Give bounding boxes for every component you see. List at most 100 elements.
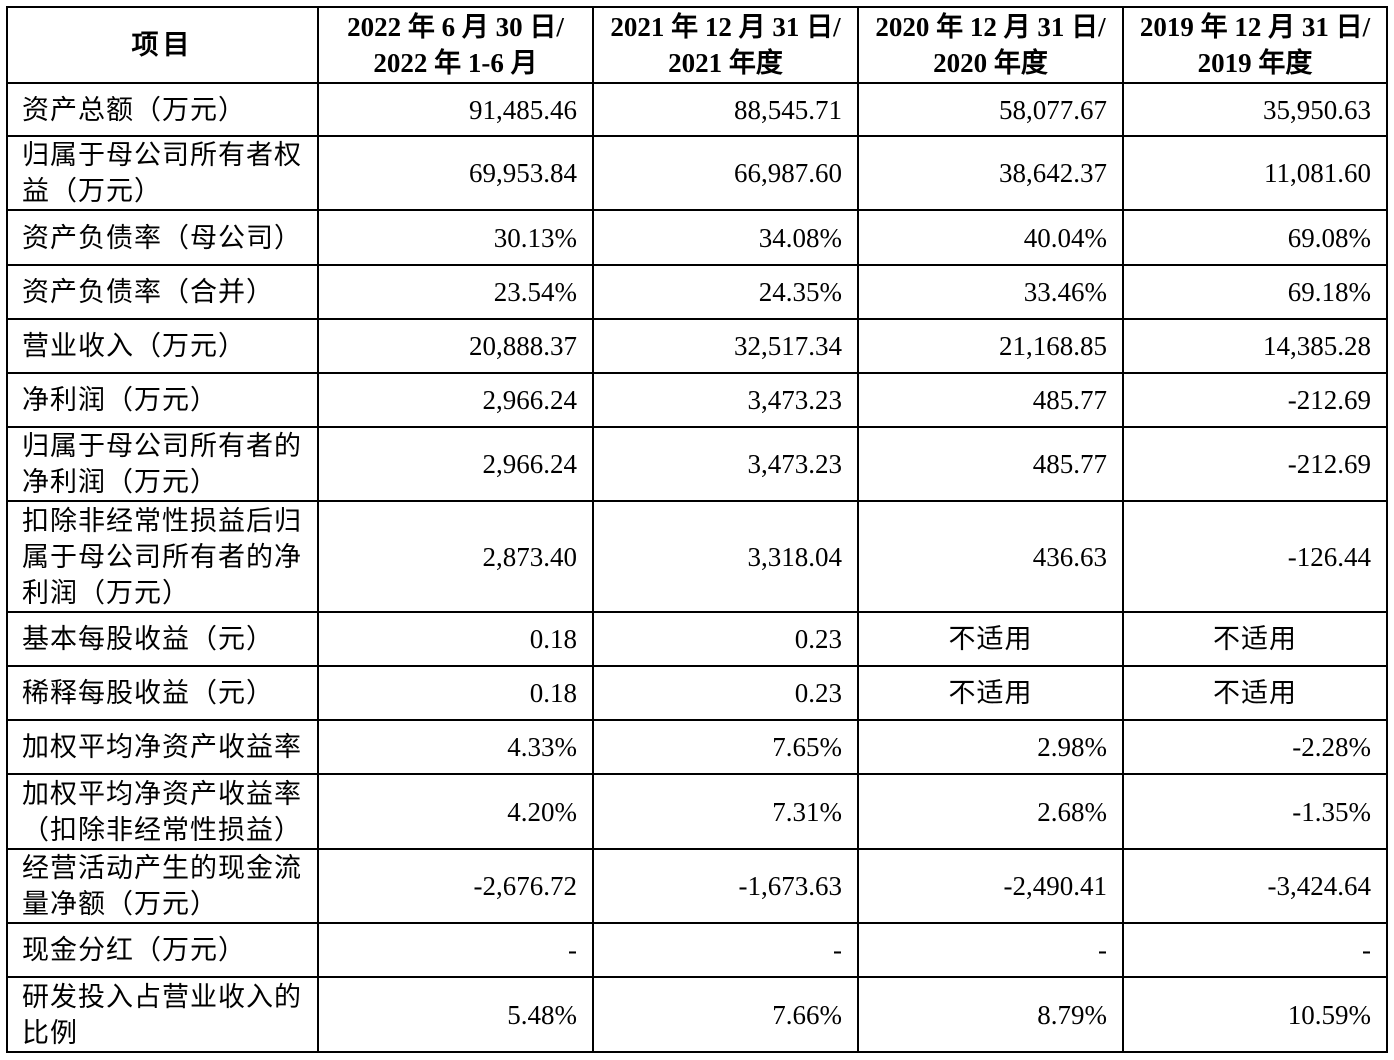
row-label-text: 基本每股收益（元） — [22, 624, 274, 654]
value-2019: 35,950.63 — [1124, 84, 1386, 135]
row-label: 营业收入（万元） — [8, 320, 317, 372]
row-label-text: 加权平均净资产收益率（扣除非经常性损益） — [22, 778, 302, 845]
header-cell-2020: 2020 年 12 月 31 日/ 2020 年度 — [859, 8, 1122, 82]
header-line2: 2020 年度 — [933, 48, 1048, 78]
header-line1: 2022 年 6 月 30 日/ — [347, 12, 564, 42]
value-2022h1: 2,873.40 — [319, 502, 592, 611]
row-label-text: 营业收入（万元） — [22, 331, 246, 361]
value-2020: - — [859, 924, 1122, 976]
value-2020: 2.98% — [859, 721, 1122, 773]
value-2020: 38,642.37 — [859, 137, 1122, 209]
value-2019: 14,385.28 — [1124, 320, 1386, 372]
value-2021: 88,545.71 — [594, 84, 857, 135]
value-2021: 7.65% — [594, 721, 857, 773]
header-line1: 2019 年 12 月 31 日/ — [1139, 12, 1371, 42]
value-2019: - — [1124, 924, 1386, 976]
header-item-text: 项目 — [131, 30, 194, 60]
row-label: 研发投入占营业收入的比例 — [8, 978, 317, 1051]
value-2022h1: 0.18 — [319, 613, 592, 665]
value-2021: 32,517.34 — [594, 320, 857, 372]
value-2022h1: 2,966.24 — [319, 374, 592, 426]
value-2019: -126.44 — [1124, 502, 1386, 611]
header-line1: 2021 年 12 月 31 日/ — [610, 12, 841, 42]
value-2022h1: - — [319, 924, 592, 976]
value-2019: 69.18% — [1124, 266, 1386, 318]
value-2021: 24.35% — [594, 266, 857, 318]
row-label: 现金分红（万元） — [8, 924, 317, 976]
row-label: 资产负债率（母公司） — [8, 211, 317, 264]
header-line1: 2020 年 12 月 31 日/ — [875, 12, 1106, 42]
row-label-text: 资产负债率（合并） — [22, 277, 274, 307]
value-2021: 3,318.04 — [594, 502, 857, 611]
value-2021: 7.66% — [594, 978, 857, 1051]
row-label: 加权平均净资产收益率（扣除非经常性损益） — [8, 775, 317, 848]
row-label: 资产负债率（合并） — [8, 266, 317, 318]
value-2021: 3,473.23 — [594, 428, 857, 500]
financial-summary-table: 项目 2022 年 6 月 30 日/ 2022 年 1-6 月 2021 年 … — [6, 6, 1388, 1053]
value-2021: 0.23 — [594, 667, 857, 719]
row-label: 资产总额（万元） — [8, 84, 317, 135]
value-2020: 40.04% — [859, 211, 1122, 264]
row-label-text: 扣除非经常性损益后归属于母公司所有者的净利润（万元） — [22, 505, 302, 608]
header-line2: 2022 年 1-6 月 — [373, 48, 538, 78]
row-label-text: 资产负债率（母公司） — [22, 222, 302, 253]
value-2022h1: 5.48% — [319, 978, 592, 1051]
value-2022h1: 0.18 — [319, 667, 592, 719]
value-2020: 2.68% — [859, 775, 1122, 848]
value-2022h1: 30.13% — [319, 211, 592, 264]
header-line2: 2019 年度 — [1197, 48, 1313, 78]
value-2019: -2.28% — [1124, 721, 1386, 773]
header-cell-item: 项目 — [8, 8, 317, 82]
value-2020: -2,490.41 — [859, 850, 1122, 922]
value-2020: 21,168.85 — [859, 320, 1122, 372]
row-label-text: 研发投入占营业收入的比例 — [22, 981, 302, 1048]
value-2020: 8.79% — [859, 978, 1122, 1051]
value-2021: -1,673.63 — [594, 850, 857, 922]
row-label: 加权平均净资产收益率 — [8, 721, 317, 773]
value-2019: -212.69 — [1124, 374, 1386, 426]
value-2022h1: -2,676.72 — [319, 850, 592, 922]
value-2020: 485.77 — [859, 374, 1122, 426]
header-cell-2022h1: 2022 年 6 月 30 日/ 2022 年 1-6 月 — [319, 8, 592, 82]
value-2021: - — [594, 924, 857, 976]
value-2019: 不适用 — [1124, 667, 1386, 719]
row-label-text: 加权平均净资产收益率 — [22, 732, 302, 762]
value-2022h1: 91,485.46 — [319, 84, 592, 135]
row-label-text: 现金分红（万元） — [22, 935, 246, 965]
value-2020: 33.46% — [859, 266, 1122, 318]
value-2021: 7.31% — [594, 775, 857, 848]
row-label: 经营活动产生的现金流量净额（万元） — [8, 850, 317, 922]
value-2022h1: 4.33% — [319, 721, 592, 773]
value-2022h1: 23.54% — [319, 266, 592, 318]
value-2019: 11,081.60 — [1124, 137, 1386, 209]
row-label-text: 归属于母公司所有者的净利润（万元） — [22, 431, 302, 497]
value-2021: 34.08% — [594, 211, 857, 264]
row-label: 归属于母公司所有者权益（万元） — [8, 137, 317, 209]
value-2020: 485.77 — [859, 428, 1122, 500]
value-2019: -1.35% — [1124, 775, 1386, 848]
row-label-text: 资产总额（万元） — [22, 94, 246, 125]
row-label: 扣除非经常性损益后归属于母公司所有者的净利润（万元） — [8, 502, 317, 611]
row-label-text: 稀释每股收益（元） — [22, 678, 274, 708]
value-2021: 66,987.60 — [594, 137, 857, 209]
value-2019: 不适用 — [1124, 613, 1386, 665]
value-2022h1: 2,966.24 — [319, 428, 592, 500]
header-line2: 2021 年度 — [668, 48, 783, 78]
value-2019: 69.08% — [1124, 211, 1386, 264]
header-cell-2019: 2019 年 12 月 31 日/ 2019 年度 — [1124, 8, 1386, 82]
value-2022h1: 4.20% — [319, 775, 592, 848]
row-label-text: 经营活动产生的现金流量净额（万元） — [22, 853, 302, 919]
value-2020: 不适用 — [859, 667, 1122, 719]
row-label-text: 归属于母公司所有者权益（万元） — [22, 140, 302, 206]
row-label-text: 净利润（万元） — [22, 385, 218, 415]
row-label: 基本每股收益（元） — [8, 613, 317, 665]
value-2019: -3,424.64 — [1124, 850, 1386, 922]
value-2019: 10.59% — [1124, 978, 1386, 1051]
row-label: 稀释每股收益（元） — [8, 667, 317, 719]
value-2020: 436.63 — [859, 502, 1122, 611]
row-label: 归属于母公司所有者的净利润（万元） — [8, 428, 317, 500]
row-label: 净利润（万元） — [8, 374, 317, 426]
value-2021: 0.23 — [594, 613, 857, 665]
value-2022h1: 20,888.37 — [319, 320, 592, 372]
value-2020: 58,077.67 — [859, 84, 1122, 135]
